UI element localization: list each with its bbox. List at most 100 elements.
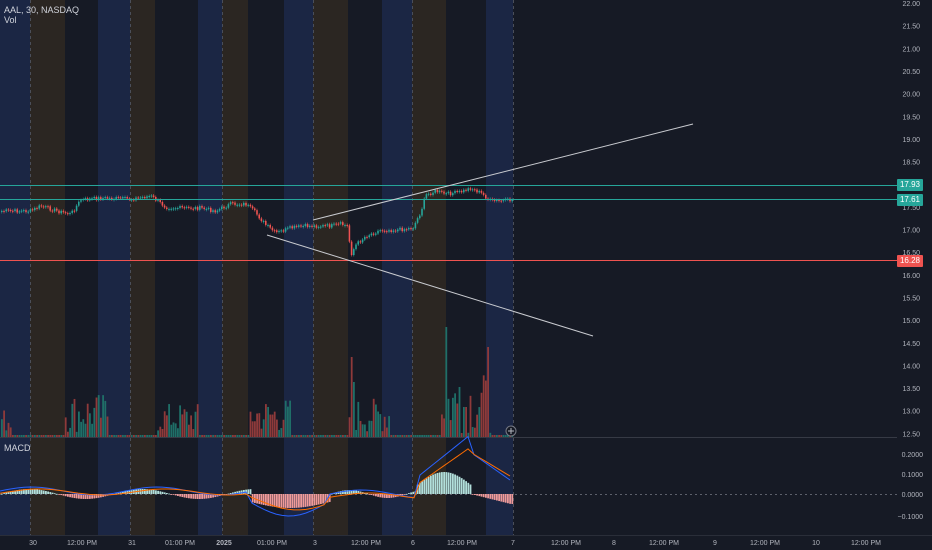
macd-hist-bar bbox=[181, 494, 184, 498]
candle-body bbox=[317, 226, 320, 228]
volume-bar bbox=[9, 427, 12, 437]
macd-axis[interactable]: 0.2000 0.1000 0.0000 −0.1000 bbox=[898, 452, 924, 521]
macd-hist-bar bbox=[469, 484, 472, 494]
macd-hist-bar bbox=[20, 489, 23, 494]
volume-bar bbox=[335, 435, 338, 437]
candle-body bbox=[42, 206, 45, 208]
time-tick-label: 2025 bbox=[216, 540, 232, 547]
volume-bar bbox=[161, 428, 164, 437]
price-tick-label: 20.00 bbox=[902, 92, 920, 99]
macd-hist-bar bbox=[280, 494, 283, 508]
macd-line bbox=[0, 435, 511, 517]
candle-body bbox=[238, 204, 241, 206]
candle-body bbox=[251, 206, 254, 209]
price-tick-label: 18.50 bbox=[902, 160, 920, 167]
candle-body bbox=[421, 208, 423, 216]
price-tick-label: 15.00 bbox=[902, 318, 920, 325]
volume-bar bbox=[159, 426, 162, 437]
volume-bar bbox=[438, 435, 441, 437]
macd-hist-bar bbox=[425, 478, 428, 494]
lower-trendline[interactable] bbox=[266, 234, 594, 337]
macd-hist-bar bbox=[454, 474, 456, 494]
volume-bar bbox=[502, 435, 505, 437]
macd-hist-bar bbox=[306, 494, 309, 507]
volume-bar bbox=[225, 435, 228, 437]
macd-hist-bar bbox=[405, 493, 408, 495]
candle-body bbox=[267, 224, 269, 226]
price-axis[interactable]: 22.00 21.50 21.00 20.50 20.00 19.50 19.00 18.50… bbox=[902, 1, 920, 438]
volume-bar bbox=[463, 407, 465, 437]
candle-body bbox=[289, 226, 291, 228]
volume-bar bbox=[20, 435, 23, 437]
symbol-label[interactable]: AAL, 30, NASDAQ bbox=[4, 5, 80, 15]
volume-bar bbox=[31, 435, 34, 437]
macd-hist-bar bbox=[344, 490, 346, 494]
candle-body bbox=[3, 210, 5, 212]
volume-bar bbox=[425, 435, 428, 437]
volume-bar bbox=[172, 422, 175, 437]
candle-body bbox=[1, 210, 3, 212]
volume-bar bbox=[291, 435, 294, 437]
volume-bar bbox=[493, 435, 496, 437]
candle-body bbox=[69, 212, 71, 215]
price-badge-last: 17.61 bbox=[897, 194, 923, 206]
candle-body bbox=[403, 229, 406, 232]
candle-body bbox=[144, 196, 146, 199]
macd-hist-bar bbox=[388, 494, 390, 498]
candle-body bbox=[93, 196, 95, 199]
volume-bar bbox=[331, 435, 333, 437]
macd-hist-bar bbox=[183, 494, 186, 498]
candle-body bbox=[445, 193, 447, 195]
volume-bar bbox=[489, 432, 492, 437]
volume-bar bbox=[251, 421, 254, 437]
candle-body bbox=[78, 201, 80, 206]
candle-body bbox=[388, 230, 390, 232]
macd-hist-bar bbox=[42, 490, 45, 494]
macd-hist-bar bbox=[410, 492, 412, 494]
volume-bar bbox=[51, 435, 54, 437]
candle-body bbox=[454, 190, 456, 194]
macd-hist-bar bbox=[238, 490, 241, 494]
macd-hist-bar bbox=[491, 494, 494, 500]
volume-bar bbox=[27, 435, 30, 437]
candle-body bbox=[423, 198, 425, 209]
candle-body bbox=[91, 198, 93, 200]
macd-hist-bar bbox=[278, 494, 280, 508]
macd-hist-bar bbox=[504, 494, 507, 503]
time-axis[interactable]: 30 12:00 PM 31 01:00 PM 2025 01:00 PM 3 12:00 P… bbox=[29, 540, 881, 547]
plus-circle-icon[interactable] bbox=[505, 425, 517, 437]
candle-body bbox=[73, 210, 76, 212]
candle-body bbox=[397, 229, 399, 232]
macd-hist-bar bbox=[56, 493, 58, 495]
candle-body bbox=[298, 225, 300, 227]
volume-bar bbox=[366, 431, 368, 437]
candle-body bbox=[223, 206, 225, 209]
volume-bar bbox=[304, 435, 307, 437]
volume-bar bbox=[139, 435, 142, 437]
macd-hist-bar bbox=[49, 492, 52, 494]
candle-body bbox=[12, 210, 14, 212]
candle-body bbox=[124, 196, 126, 198]
candle-body bbox=[377, 230, 379, 234]
macd-hist-bar bbox=[40, 490, 43, 494]
volume-label[interactable]: Vol bbox=[4, 15, 17, 25]
macd-hist-bar bbox=[93, 494, 96, 499]
volume-bar bbox=[157, 430, 159, 437]
candle-body bbox=[350, 241, 353, 256]
candle-body bbox=[295, 225, 298, 227]
macd-hist-bar bbox=[427, 476, 430, 494]
macd-hist-bar bbox=[170, 494, 173, 495]
macd-label[interactable]: MACD bbox=[4, 443, 31, 453]
macd-hist-bar bbox=[485, 494, 487, 498]
candle-body bbox=[256, 210, 258, 215]
candle-body bbox=[262, 220, 265, 222]
volume-bar bbox=[95, 397, 98, 437]
macd-hist-bar bbox=[227, 493, 230, 495]
candle-body bbox=[434, 189, 436, 193]
macd-hist-bar bbox=[467, 482, 470, 494]
candle-body bbox=[146, 196, 148, 199]
upper-trendline[interactable] bbox=[312, 123, 694, 221]
candle-body bbox=[394, 230, 397, 232]
price-badge-resistance: 17.93 bbox=[897, 179, 923, 191]
